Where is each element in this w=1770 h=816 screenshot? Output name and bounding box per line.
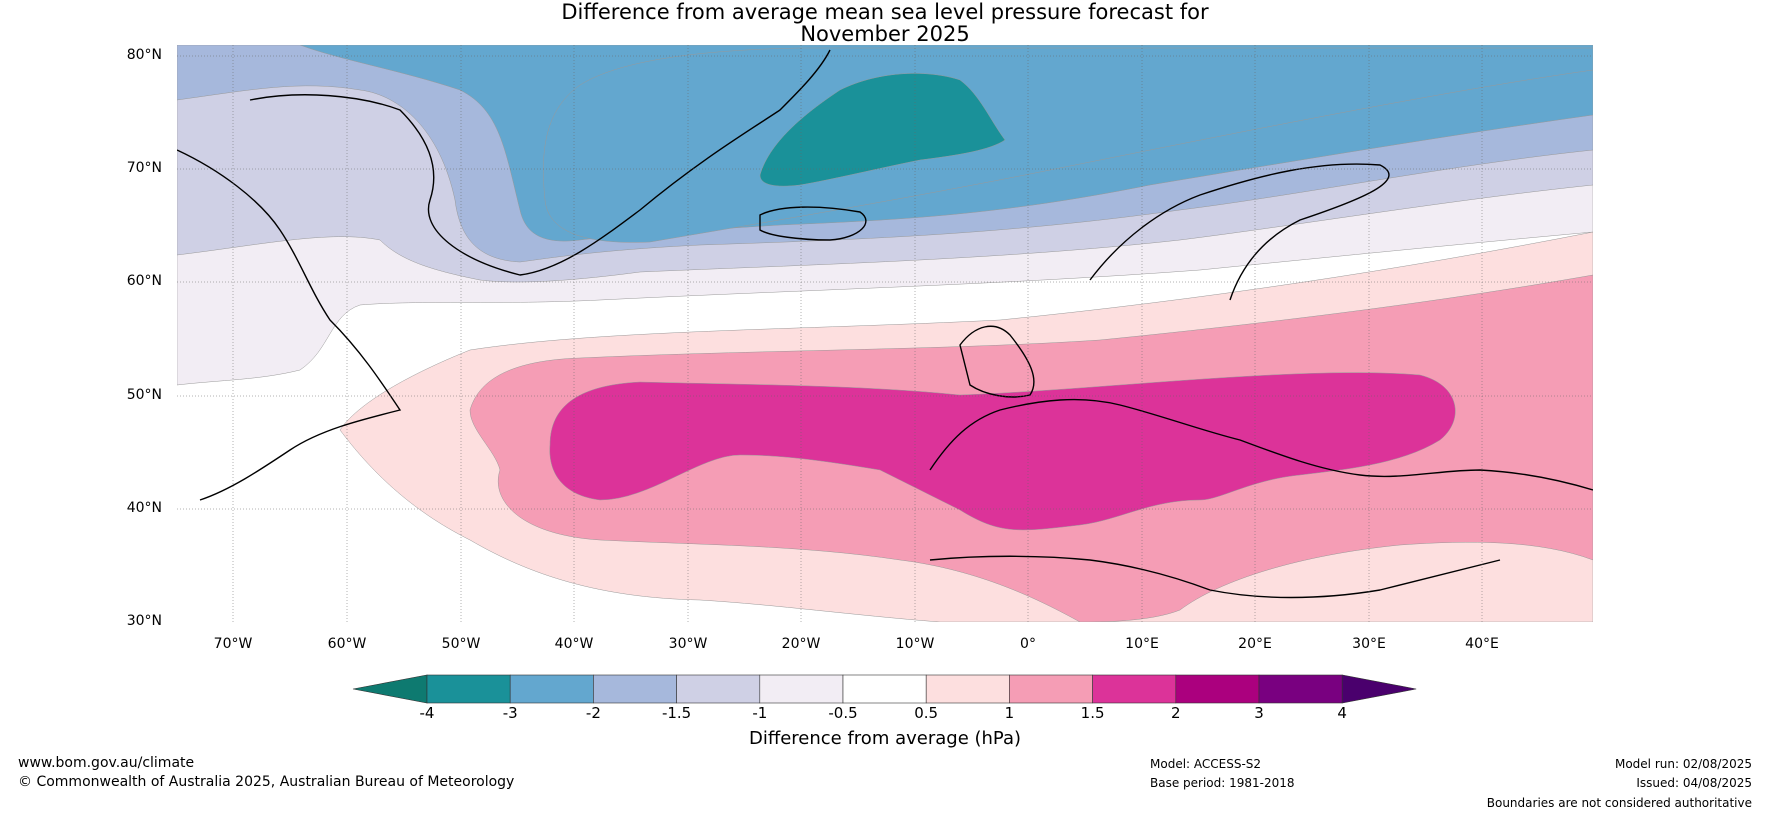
lon-label-40w: 40°W [554,636,594,652]
greenland-coast [249,49,831,276]
colorbar-tick-label: -2 [585,704,601,722]
colorbar-cell [759,674,844,704]
colorbar-extend-low [352,674,428,704]
lat-label-70n: 70°N [126,160,162,176]
mediterranean-coast [929,555,1501,599]
lon-label-70w: 70°W [213,636,253,652]
colorbar-tick-label: -4 [419,704,435,722]
colorbar-cell [1258,674,1343,704]
issued-date: Issued: 04/08/2025 [1636,776,1752,790]
iceland-coast [759,206,867,241]
lon-label-30e: 30°E [1352,636,1386,652]
colorbar-tick-label: 0.5 [914,704,939,722]
colorbar-cell [1175,674,1260,704]
model-name: Model: ACCESS-S2 [1150,757,1262,771]
anomaly-lt-neg-3-region [759,73,1006,187]
lon-label-20e: 20°E [1238,636,1272,652]
lon-label-10w: 10°W [895,636,935,652]
colorbar-cell [925,674,1010,704]
map-title-line1: Difference from average mean sea level p… [561,0,1209,24]
boundaries-disclaimer: Boundaries are not considered authoritat… [1486,796,1752,810]
colorbar-tick-label: -1 [752,704,768,722]
colorbar-cell [509,674,594,704]
lat-label-30n: 30°N [126,613,162,629]
colorbar-cell [842,674,927,704]
lon-label-40e: 40°E [1465,636,1499,652]
model-run: Model run: 02/08/2025 [1614,757,1752,771]
anomaly-gt-1-5-region [549,372,1456,531]
graticule [177,45,1593,622]
lat-label-40n: 40°N [126,500,162,516]
british-isles-coast [959,325,1035,398]
europe-coast [929,398,1593,491]
colorbar-cell [593,674,677,704]
colorbar-tick-label: 1.5 [1080,704,1105,722]
colorbar-cell [1092,674,1177,704]
base-period: Base period: 1981-2018 [1150,776,1295,790]
colorbar-tick-label: 1 [1004,704,1015,722]
colorbar-label: Difference from average (hPa) [748,728,1022,749]
lon-label-50w: 50°W [441,636,481,652]
colorbar-cell [1009,674,1093,704]
lat-label-60n: 60°N [126,273,162,289]
lon-label-60w: 60°W [327,636,367,652]
lat-label-50n: 50°N [126,387,162,403]
scandinavia-coast [1089,163,1390,301]
anomaly-lt-neg-2-region-inner [543,47,1593,243]
colorbar-tick-label: 2 [1171,704,1181,722]
colorbar-tick-label: 4 [1337,704,1347,722]
colorbar-tick-label: -3 [502,704,518,722]
lon-label-30w: 30°W [668,636,708,652]
colorbar-tick-label: -0.5 [828,704,858,722]
map-title-line2: November 2025 [800,22,970,46]
colorbar [352,674,1417,704]
colorbar-extend-high [1341,674,1417,704]
colorbar-tick-label: -1.5 [661,704,692,722]
canada-coast [177,149,402,501]
copyright-text: © Commonwealth of Australia 2025, Austra… [18,774,515,790]
pressure-anomaly-field [177,45,1593,622]
lat-label-80n: 80°N [126,47,162,63]
colorbar-cell [426,674,511,704]
colorbar-tick-label: 3 [1254,704,1264,722]
website-link[interactable]: www.bom.gov.au/climate [18,755,195,771]
lon-label-10e: 10°E [1125,636,1159,652]
lon-label-20w: 20°W [781,636,821,652]
coastlines [177,49,1593,599]
colorbar-cell [676,674,761,704]
lon-label-0: 0° [1020,636,1036,652]
